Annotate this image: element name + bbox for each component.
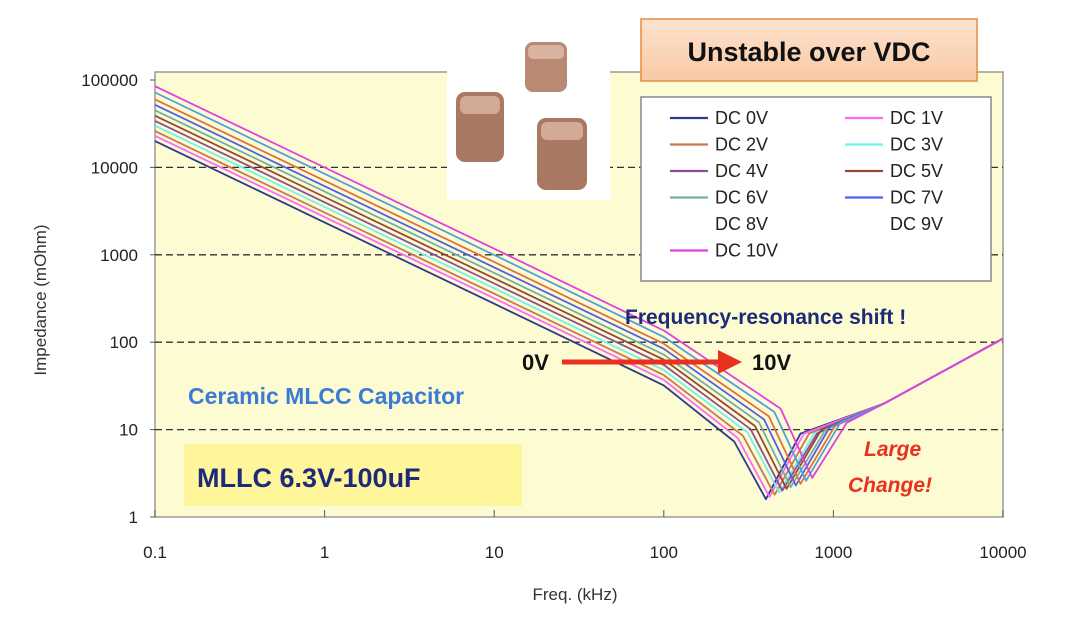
- arrow-start-label: 0V: [522, 350, 549, 375]
- legend-label: DC 9V: [890, 214, 943, 234]
- legend-label: DC 6V: [715, 188, 768, 208]
- y-tick-label: 1000: [100, 246, 138, 265]
- arrow-end-label: 10V: [752, 350, 791, 375]
- y-tick-label: 10: [119, 421, 138, 440]
- x-tick-labels: 0.1 1 10 100 1000 10000: [143, 510, 1027, 562]
- y-tick-labels: 1 10 100 1000 10000 100000: [81, 71, 155, 527]
- capacitor-type-label: Ceramic MLCC Capacitor: [188, 383, 464, 409]
- y-axis-label: Impedance (mOhm): [31, 224, 50, 375]
- y-tick-label: 10000: [91, 158, 138, 177]
- series-line-dc-9v: [154, 91, 1004, 482]
- x-tick-label: 1000: [814, 543, 852, 562]
- voltage-arrow: [562, 350, 742, 374]
- x-tick-label: 10: [485, 543, 504, 562]
- y-tick-label: 1: [129, 508, 138, 527]
- capacitor-chip-icon: [525, 42, 567, 92]
- large-change-line2: Change!: [848, 474, 932, 497]
- capacitor-chip-icon: [537, 118, 587, 190]
- x-tick-label: 10000: [979, 543, 1026, 562]
- legend-label: DC 0V: [715, 108, 768, 128]
- resonance-shift-annotation: Frequency-resonance shift !: [625, 306, 906, 329]
- legend-entries: DC 0V DC 1V DC 2V DC 3V DC 4V DC 5V DC 6V DC 7V…: [670, 108, 943, 261]
- legend-label: DC 3V: [890, 135, 943, 155]
- legend-label: DC 7V: [890, 188, 943, 208]
- series-lines: [154, 85, 1004, 501]
- title-box: [640, 18, 978, 82]
- series-line-dc-10v: [154, 85, 1004, 479]
- x-axis-label: Freq. (kHz): [533, 585, 618, 604]
- legend-label: DC 2V: [715, 135, 768, 155]
- legend-label: DC 5V: [890, 161, 943, 181]
- y-tick-label: 100: [110, 333, 138, 352]
- x-tick-label: 100: [650, 543, 678, 562]
- legend-label: DC 4V: [715, 161, 768, 181]
- capacitor-chip-icon: [456, 92, 504, 162]
- part-label: MLLC 6.3V-100uF: [197, 463, 421, 493]
- part-label-box: [184, 444, 522, 506]
- x-tick-label: 1: [320, 543, 329, 562]
- chart-title: Unstable over VDC: [687, 37, 930, 67]
- large-change-line1: Large: [864, 438, 922, 461]
- capacitor-photo: [447, 38, 610, 200]
- legend-label: DC 1V: [890, 108, 943, 128]
- legend-label: DC 8V: [715, 214, 768, 234]
- y-tick-label: 100000: [81, 71, 138, 90]
- legend-label: DC 10V: [715, 241, 778, 261]
- x-tick-label: 0.1: [143, 543, 167, 562]
